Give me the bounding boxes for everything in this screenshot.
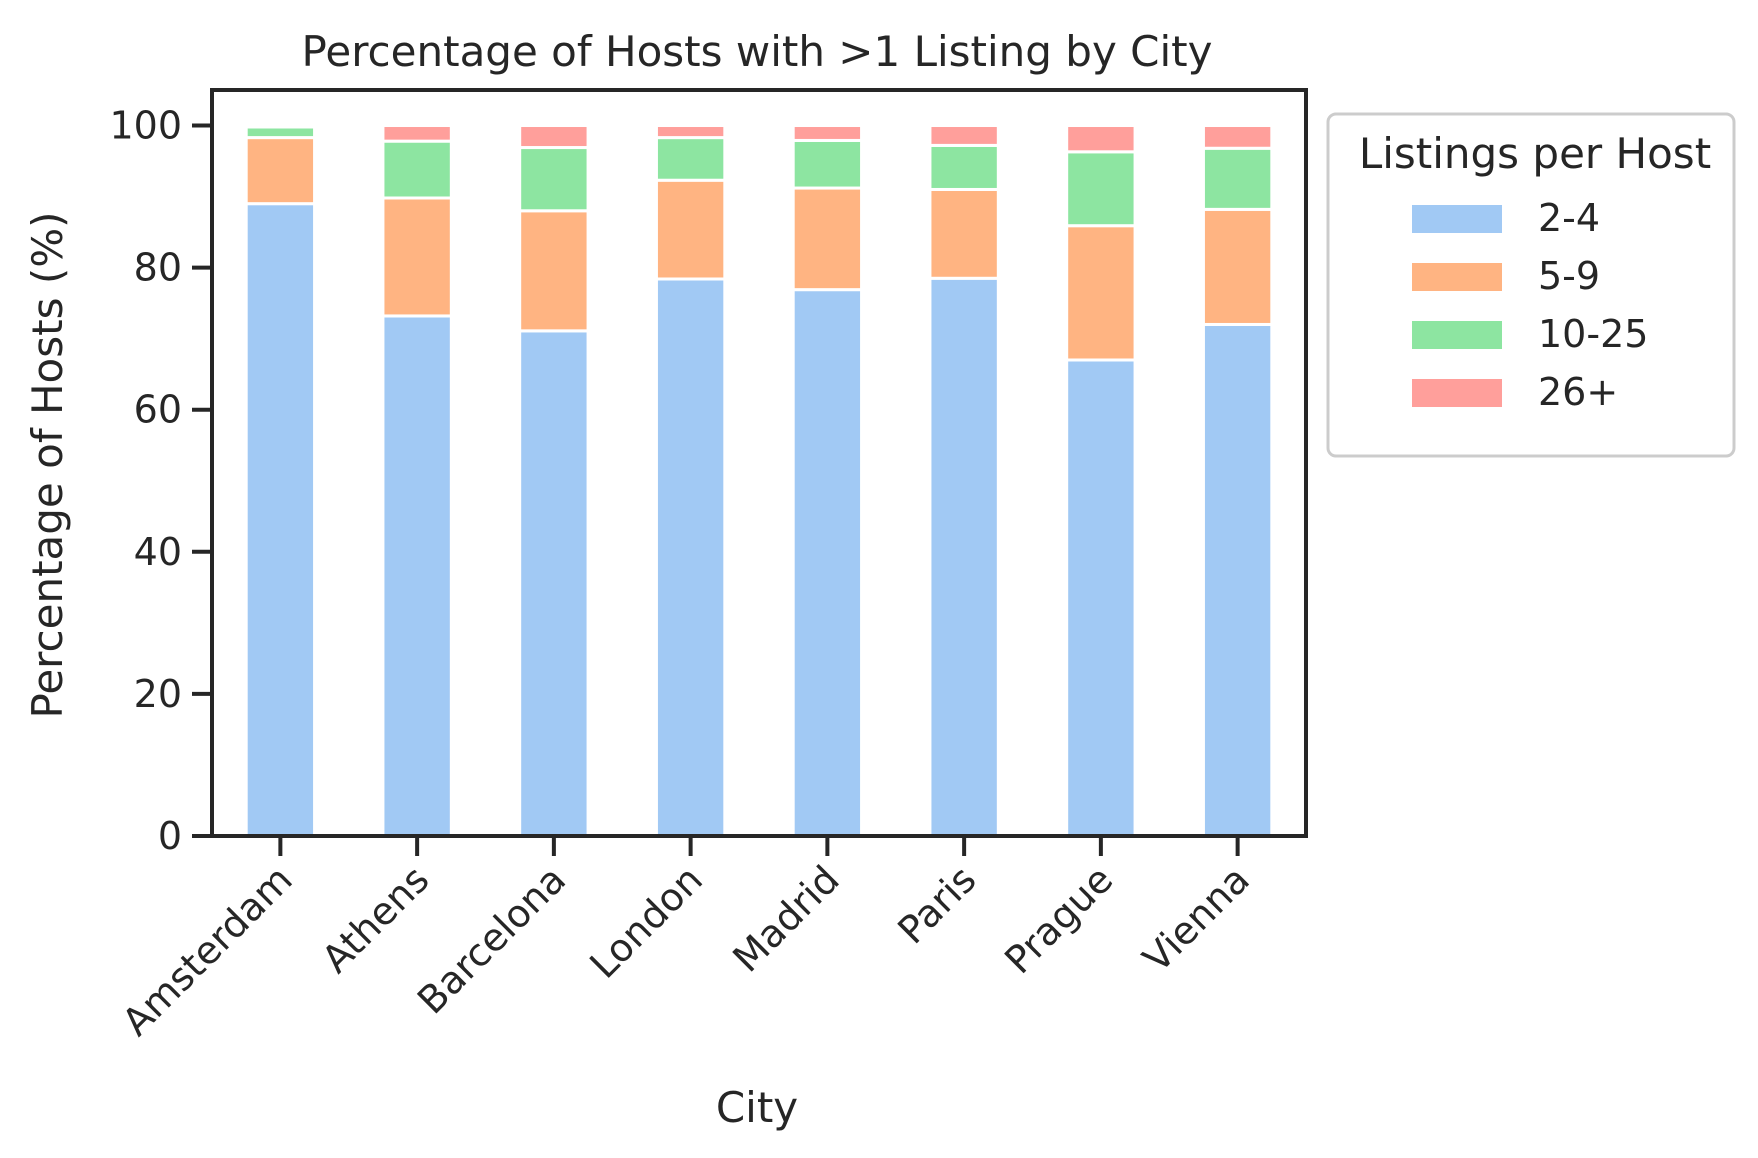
bar-segment-paris-26plus	[928, 124, 1000, 147]
legend-label-10-25: 10-25	[1538, 312, 1648, 356]
bar-segment-paris-5-9	[928, 187, 1000, 280]
legend-box	[1326, 112, 1736, 458]
plot-frame	[210, 88, 1308, 838]
x-tick-label-amsterdam: Amsterdam	[114, 857, 301, 1044]
bar-segment-amsterdam-5-9	[244, 136, 317, 206]
x-tick-label-madrid: Madrid	[724, 857, 847, 980]
y-tick-label: 100	[109, 104, 182, 148]
y-axis: 0 20 40 60 80 100	[109, 104, 212, 858]
legend-items: 2-4 5-9 10-25 26+	[1412, 196, 1648, 414]
bar-segment-athens-26plus	[381, 124, 453, 143]
legend-swatch-26plus	[1412, 379, 1502, 407]
x-tick-label-paris: Paris	[889, 857, 984, 952]
bar-segment-paris-10-25	[928, 143, 1000, 191]
y-tick-label: 20	[134, 672, 182, 716]
bar-segment-prague-10-25	[1065, 150, 1137, 228]
bar-segment-paris-2-4	[928, 276, 1000, 838]
legend: Listings per Host 2-4 5-9 10-25 26+	[1326, 112, 1736, 458]
legend-swatch-5-9	[1412, 263, 1502, 291]
bar-segment-madrid-26plus	[791, 124, 864, 142]
bar-segment-amsterdam-10-25	[244, 125, 317, 140]
bar-segment-madrid-10-25	[791, 138, 864, 190]
bar-segment-prague-2-4	[1065, 358, 1137, 838]
legend-label-2-4: 2-4	[1538, 196, 1600, 240]
bar-segment-athens-10-25	[381, 139, 453, 200]
y-axis-title: Percentage of Hosts (%)	[23, 212, 72, 719]
legend-label-5-9: 5-9	[1538, 254, 1600, 298]
y-tick-label: 80	[134, 246, 182, 290]
bar-segment-london-2-4	[654, 277, 727, 838]
bar-segment-vienna-2-4	[1201, 322, 1274, 838]
bar-segment-vienna-10-25	[1201, 146, 1274, 211]
x-tick-label-vienna: Vienna	[1135, 857, 1258, 980]
y-tick-label: 60	[134, 388, 182, 432]
y-tick-label: 0	[158, 814, 182, 858]
bar-segment-london-10-25	[654, 136, 727, 182]
bar-segment-prague-26plus	[1065, 124, 1137, 154]
y-tick-label: 40	[134, 530, 182, 574]
bar-segment-amsterdam-26plus	[244, 124, 317, 129]
bar-segment-barcelona-10-25	[518, 146, 590, 213]
bar-segment-vienna-5-9	[1201, 207, 1274, 326]
bars-layer	[244, 124, 1274, 838]
bar-segment-barcelona-5-9	[518, 209, 590, 333]
bar-segment-madrid-2-4	[791, 288, 864, 838]
bar-segment-london-5-9	[654, 178, 727, 281]
legend-title: Listings per Host	[1359, 129, 1711, 178]
legend-swatch-2-4	[1412, 205, 1502, 233]
bar-segment-barcelona-2-4	[518, 329, 590, 838]
chart-title: Percentage of Hosts with >1 Listing by C…	[302, 27, 1213, 76]
x-tick-label-prague: Prague	[996, 857, 1121, 982]
x-tick-label-barcelona: Barcelona	[409, 857, 574, 1022]
bar-segment-prague-5-9	[1065, 224, 1137, 362]
bar-segment-athens-5-9	[381, 196, 453, 318]
bar-segment-vienna-26plus	[1201, 124, 1274, 150]
legend-swatch-10-25	[1412, 321, 1502, 349]
bar-segment-barcelona-26plus	[518, 124, 590, 150]
x-tick-label-athens: Athens	[313, 857, 437, 981]
bar-segment-amsterdam-2-4	[244, 202, 317, 838]
legend-label-26plus: 26+	[1538, 370, 1618, 414]
bar-segment-madrid-5-9	[791, 186, 864, 292]
bar-segment-london-26plus	[654, 124, 727, 140]
bar-segment-athens-2-4	[381, 314, 453, 838]
x-axis-title: City	[716, 1083, 798, 1132]
x-tick-label-london: London	[581, 857, 711, 987]
